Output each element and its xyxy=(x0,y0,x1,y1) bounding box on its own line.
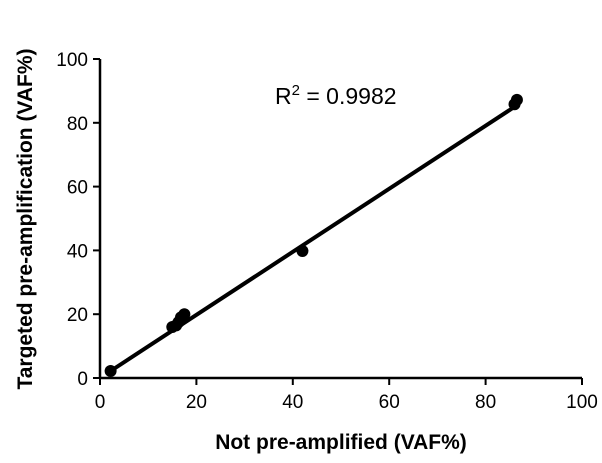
y-tick-label: 20 xyxy=(67,305,88,326)
x-axis-title: Not pre-amplified (VAF%) xyxy=(215,431,467,454)
points-group xyxy=(104,93,523,377)
data-point xyxy=(104,364,117,377)
y-axis-title: Targeted pre-amplification (VAF%) xyxy=(14,48,37,389)
r-squared-base: R xyxy=(275,83,292,109)
x-tick-label: 0 xyxy=(95,392,106,413)
x-tick-label: 20 xyxy=(186,392,207,413)
x-tick-label: 100 xyxy=(566,392,598,413)
x-tick-label: 60 xyxy=(379,392,400,413)
x-tick-label: 40 xyxy=(282,392,303,413)
ticks: 0 20 40 60 80 100 0 20 40 60 80 100 xyxy=(56,50,598,413)
y-tick-label: 100 xyxy=(56,50,88,71)
data-point xyxy=(510,93,523,106)
y-tick-label: 80 xyxy=(67,114,88,135)
data-point xyxy=(178,308,191,321)
y-tick-label: 40 xyxy=(67,241,88,262)
y-tick-label: 60 xyxy=(67,178,88,199)
r-squared-annotation: R2 = 0.9982 xyxy=(275,82,397,109)
x-tick-label: 80 xyxy=(475,392,496,413)
data-point xyxy=(296,245,309,258)
y-tick-label: 0 xyxy=(77,369,88,390)
axes xyxy=(98,59,582,380)
r-squared-value: = 0.9982 xyxy=(300,83,397,109)
r-squared-superscript: 2 xyxy=(292,82,300,99)
